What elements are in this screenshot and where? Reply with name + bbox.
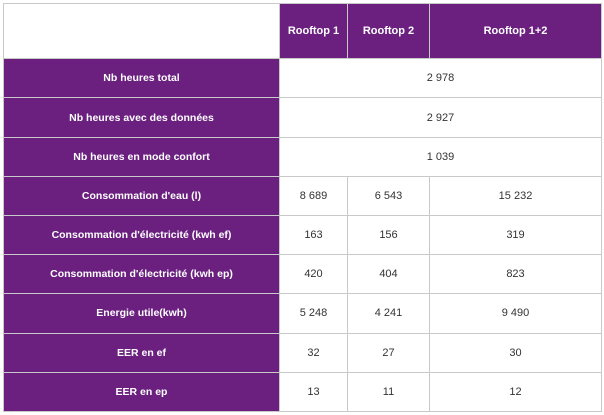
table-row: Nb heures en mode confort 1 039: [3, 136, 602, 177]
row-label: EER en ef: [3, 332, 280, 373]
row-label: Consommation d'eau (l): [3, 175, 280, 217]
value-cell-rooftop-2: 6 543: [347, 175, 430, 217]
table-row: Consommation d'électricité (kwh ep) 420 …: [3, 254, 602, 295]
column-header-rooftop-2: Rooftop 2: [347, 2, 430, 60]
value-cell-rooftop-1-2: 15 232: [429, 175, 602, 217]
table-row: Consommation d'électricité (kwh ef) 163 …: [3, 215, 602, 256]
table-row: EER en ep 13 11 12: [3, 371, 602, 413]
value-cell-rooftop-2: 404: [347, 254, 430, 295]
merged-value-cell: 1 039: [279, 136, 602, 177]
header-row: Rooftop 1 Rooftop 2 Rooftop 1+2: [3, 2, 602, 60]
value-cell-rooftop-1: 420: [279, 254, 348, 295]
value-cell-rooftop-1-2: 12: [429, 371, 602, 413]
value-cell-rooftop-2: 4 241: [347, 293, 430, 334]
table-row: EER en ef 32 27 30: [3, 332, 602, 373]
column-header-rooftop-1: Rooftop 1: [279, 2, 348, 60]
row-label: Nb heures en mode confort: [3, 136, 280, 177]
value-cell-rooftop-1: 8 689: [279, 175, 348, 217]
row-label: Consommation d'électricité (kwh ep): [3, 254, 280, 295]
value-cell-rooftop-1: 5 248: [279, 293, 348, 334]
table-row: Nb heures avec des données 2 927: [3, 97, 602, 138]
value-cell-rooftop-1-2: 30: [429, 332, 602, 373]
value-cell-rooftop-1: 32: [279, 332, 348, 373]
row-label: Consommation d'électricité (kwh ef): [3, 215, 280, 256]
corner-cell: [3, 2, 280, 60]
table-row: Energie utile(kwh) 5 248 4 241 9 490: [3, 293, 602, 334]
row-label: Nb heures total: [3, 58, 280, 99]
row-label: Nb heures avec des données: [3, 97, 280, 138]
value-cell-rooftop-1-2: 9 490: [429, 293, 602, 334]
merged-value-cell: 2 978: [279, 58, 602, 99]
value-cell-rooftop-2: 11: [347, 371, 430, 413]
value-cell-rooftop-1: 163: [279, 215, 348, 256]
column-header-rooftop-1-2: Rooftop 1+2: [429, 2, 602, 60]
row-label: EER en ep: [3, 371, 280, 413]
value-cell-rooftop-1: 13: [279, 371, 348, 413]
merged-value-cell: 2 927: [279, 97, 602, 138]
value-cell-rooftop-2: 156: [347, 215, 430, 256]
value-cell-rooftop-1-2: 319: [429, 215, 602, 256]
table-row: Consommation d'eau (l) 8 689 6 543 15 23…: [3, 175, 602, 217]
data-table: Rooftop 1 Rooftop 2 Rooftop 1+2 Nb heure…: [3, 2, 602, 413]
value-cell-rooftop-1-2: 823: [429, 254, 602, 295]
table-row: Nb heures total 2 978: [3, 58, 602, 99]
row-label: Energie utile(kwh): [3, 293, 280, 334]
value-cell-rooftop-2: 27: [347, 332, 430, 373]
